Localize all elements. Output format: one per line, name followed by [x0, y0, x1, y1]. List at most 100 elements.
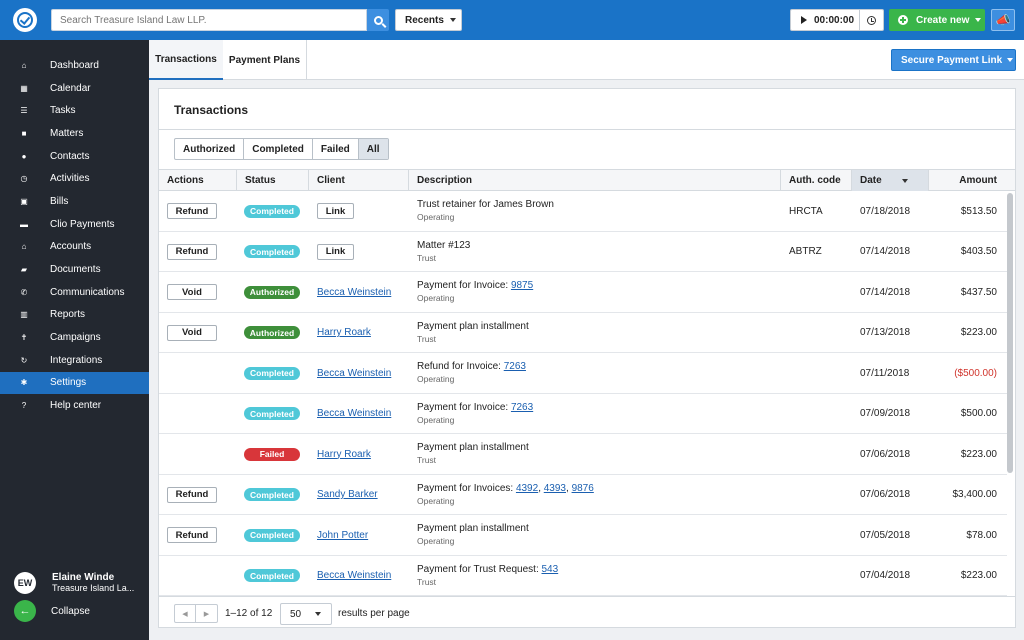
- description-label: Matter #123: [417, 239, 471, 251]
- sidebar-item-label: Clio Payments: [50, 218, 115, 230]
- description-text: Trust retainer for James Brown: [417, 199, 554, 211]
- sidebar-item-bills[interactable]: ▣ Bills: [0, 190, 149, 213]
- timer-button[interactable]: 00:00:00: [790, 9, 860, 31]
- link-client-button[interactable]: Link: [317, 203, 354, 219]
- sidebar-item-contacts[interactable]: ● Contacts: [0, 145, 149, 168]
- column-date-label: Date: [860, 175, 882, 186]
- client-link[interactable]: Becca Weinstein: [317, 408, 392, 419]
- description-text: Matter #123: [417, 240, 470, 252]
- sidebar-item-tasks[interactable]: ☰ Tasks: [0, 99, 149, 122]
- search-button[interactable]: [367, 9, 389, 31]
- client-link[interactable]: Becca Weinstein: [317, 570, 392, 581]
- invoice-link[interactable]: 4393: [543, 482, 566, 494]
- refund-button[interactable]: Refund: [167, 203, 217, 219]
- filter-authorized[interactable]: Authorized: [175, 139, 245, 159]
- description-text: Payment for Trust Request: 543: [417, 564, 558, 576]
- sidebar-item-integrations[interactable]: ↻ Integrations: [0, 349, 149, 372]
- announcements-button[interactable]: 📣: [991, 9, 1015, 31]
- table-row: Completed Becca Weinstein Refund for Invoi…: [159, 353, 1007, 394]
- description-cell: Payment for Invoice: 9875 Operating: [417, 272, 533, 312]
- tab-transactions[interactable]: Transactions: [149, 40, 223, 80]
- collapse-button[interactable]: ← Collapse: [14, 600, 90, 622]
- link-client-button[interactable]: Link: [317, 243, 354, 260]
- refund-button[interactable]: Refund: [167, 527, 217, 543]
- column-amount[interactable]: Amount: [959, 175, 997, 186]
- void-button[interactable]: Void: [167, 284, 217, 300]
- client-link[interactable]: Becca Weinstein: [317, 286, 392, 298]
- column-status[interactable]: Status: [237, 170, 309, 191]
- recents-dropdown[interactable]: Recents: [395, 9, 462, 31]
- sidebar-item-activities[interactable]: ◷ Activities: [0, 167, 149, 190]
- sidebar-item-help-center[interactable]: ? Help center: [0, 394, 149, 417]
- separator: ,: [566, 482, 572, 494]
- description-label: Refund for Invoice:: [417, 361, 504, 372]
- per-page-value: 50: [290, 608, 302, 620]
- timer-history-button[interactable]: [859, 9, 884, 31]
- column-description[interactable]: Description: [409, 170, 781, 191]
- sidebar-item-reports[interactable]: ▥ Reports: [0, 304, 149, 327]
- column-auth-code[interactable]: Auth. code: [781, 170, 852, 191]
- description-cell: Payment plan installment Trust: [417, 313, 529, 353]
- prev-page-icon[interactable]: ◀: [175, 605, 196, 622]
- filter-all[interactable]: All: [358, 139, 388, 159]
- refund-button[interactable]: Refund: [167, 486, 217, 503]
- date-cell: 07/13/2018: [860, 327, 911, 338]
- client-link[interactable]: Sandy Barker: [317, 489, 378, 500]
- contacts-icon: ●: [0, 152, 50, 161]
- create-new-button[interactable]: Create new: [889, 9, 985, 31]
- sidebar-item-dashboard[interactable]: ⌂ Dashboard: [0, 54, 149, 77]
- amount-cell: $437.50: [960, 286, 997, 298]
- description-cell: Refund for Invoice: 7263 Operating: [417, 353, 526, 393]
- tasks-icon: ☰: [20, 106, 28, 116]
- scrollbar[interactable]: [1007, 193, 1013, 473]
- sync-icon: ↻: [0, 356, 50, 365]
- status-cell: Completed: [244, 353, 300, 393]
- void-button[interactable]: Void: [167, 324, 217, 341]
- next-page-icon[interactable]: ▶: [203, 610, 210, 618]
- clio-logo-icon[interactable]: [13, 8, 37, 32]
- description-cell: Trust retainer for James Brown Operating: [417, 191, 554, 231]
- help-icon: ?: [21, 401, 27, 411]
- arrow-left-icon: ←: [14, 600, 36, 622]
- sidebar-item-label: Dashboard: [50, 59, 99, 71]
- sidebar-item-matters[interactable]: ■ Matters: [0, 122, 149, 145]
- credit-card-icon: ▬: [20, 219, 28, 229]
- client-link[interactable]: Becca Weinstein: [317, 367, 392, 379]
- secure-payment-link-button[interactable]: Secure Payment Link: [891, 49, 1016, 71]
- filter-completed[interactable]: Completed: [244, 139, 313, 159]
- invoice-link[interactable]: 9875: [510, 280, 534, 291]
- status-badge: Completed: [244, 366, 300, 380]
- invoice-link[interactable]: 7263: [510, 401, 534, 413]
- invoice-link[interactable]: 7263: [503, 361, 526, 372]
- sidebar-item-calendar[interactable]: ▦ Calendar: [0, 77, 149, 100]
- column-date[interactable]: Date: [852, 170, 929, 191]
- description-cell: Payment for Invoice: 7263 Operating: [417, 394, 533, 434]
- tab-payment-plans[interactable]: Payment Plans: [223, 40, 307, 80]
- sidebar-item-settings[interactable]: ✱ Settings: [0, 371, 149, 395]
- invoice-link[interactable]: 4392: [515, 482, 539, 494]
- column-actions: Actions: [159, 170, 237, 191]
- sidebar-item-label: Contacts: [50, 150, 90, 162]
- sidebar-item-label: Accounts: [50, 241, 92, 253]
- client-link[interactable]: John Potter: [317, 529, 369, 541]
- filter-failed[interactable]: Failed: [313, 139, 359, 159]
- megaphone-icon: 📣: [995, 13, 1011, 27]
- search-input[interactable]: [51, 9, 367, 31]
- per-page-select[interactable]: 50: [280, 603, 332, 625]
- invoice-link[interactable]: 9876: [571, 482, 594, 494]
- sidebar-item-clio-payments[interactable]: ▬ Clio Payments: [0, 213, 149, 236]
- refund-button[interactable]: Refund: [167, 243, 217, 260]
- user-profile[interactable]: EW Elaine Winde Treasure Island La...: [14, 572, 134, 594]
- account-type: Operating: [417, 212, 455, 222]
- column-client[interactable]: Client: [309, 170, 409, 191]
- client-cell: Becca Weinstein: [317, 556, 391, 596]
- bills-icon: ▣: [0, 197, 50, 206]
- invoice-link[interactable]: 543: [541, 563, 559, 575]
- client-cell: Harry Roark: [317, 313, 371, 353]
- sidebar-item-campaigns[interactable]: ✝ Campaigns: [0, 326, 149, 349]
- client-link[interactable]: Harry Roark: [317, 448, 371, 460]
- client-link[interactable]: Harry Roark: [317, 327, 371, 338]
- sidebar-item-communications[interactable]: ✆ Communications: [0, 281, 149, 304]
- sidebar-item-accounts[interactable]: ⌂ Accounts: [0, 236, 149, 259]
- sidebar-item-documents[interactable]: ▰ Documents: [0, 258, 149, 281]
